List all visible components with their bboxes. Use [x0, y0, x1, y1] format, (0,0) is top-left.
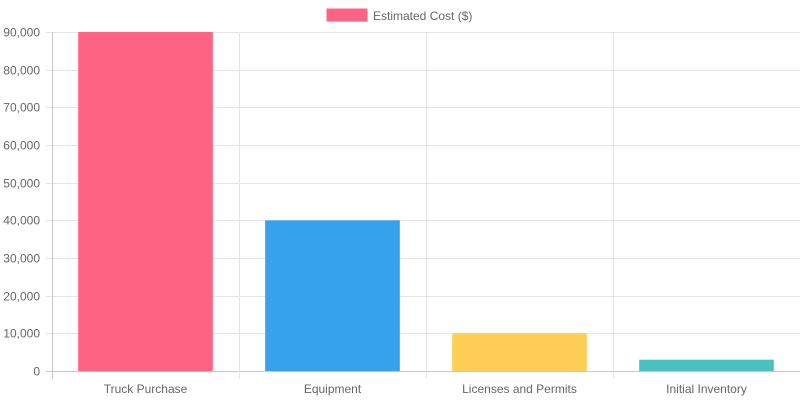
- legend-label[interactable]: Estimated Cost ($): [373, 9, 472, 23]
- x-tick-label: Truck Purchase: [104, 382, 188, 396]
- x-tick-label: Equipment: [304, 382, 362, 396]
- x-tick-label: Initial Inventory: [666, 382, 747, 396]
- x-axis-ticks: Truck Purchase Equipment Licenses and Perm…: [104, 382, 747, 396]
- y-tick-label: 60,000: [3, 139, 40, 153]
- bar[interactable]: [78, 32, 213, 371]
- bars: [78, 32, 774, 371]
- y-tick-label: 40,000: [3, 214, 40, 228]
- y-tick-label: 70,000: [3, 101, 40, 115]
- legend[interactable]: Estimated Cost ($): [326, 8, 472, 23]
- bar[interactable]: [452, 333, 587, 371]
- y-tick-label: 90,000: [3, 26, 40, 40]
- bar[interactable]: [639, 359, 774, 371]
- y-tick-label: 20,000: [3, 290, 40, 304]
- y-axis-ticks: 0 10,000 20,000 30,000 40,000 50,000 60,000 70,…: [3, 26, 40, 379]
- y-tick-label: 10,000: [3, 327, 40, 341]
- bar[interactable]: [265, 220, 400, 371]
- y-tick-label: 50,000: [3, 177, 40, 191]
- y-tick-label: 0: [33, 365, 40, 379]
- y-tick-label: 80,000: [3, 64, 40, 78]
- y-tick-label: 30,000: [3, 252, 40, 266]
- legend-swatch: [326, 8, 368, 22]
- x-tick-label: Licenses and Permits: [462, 382, 577, 396]
